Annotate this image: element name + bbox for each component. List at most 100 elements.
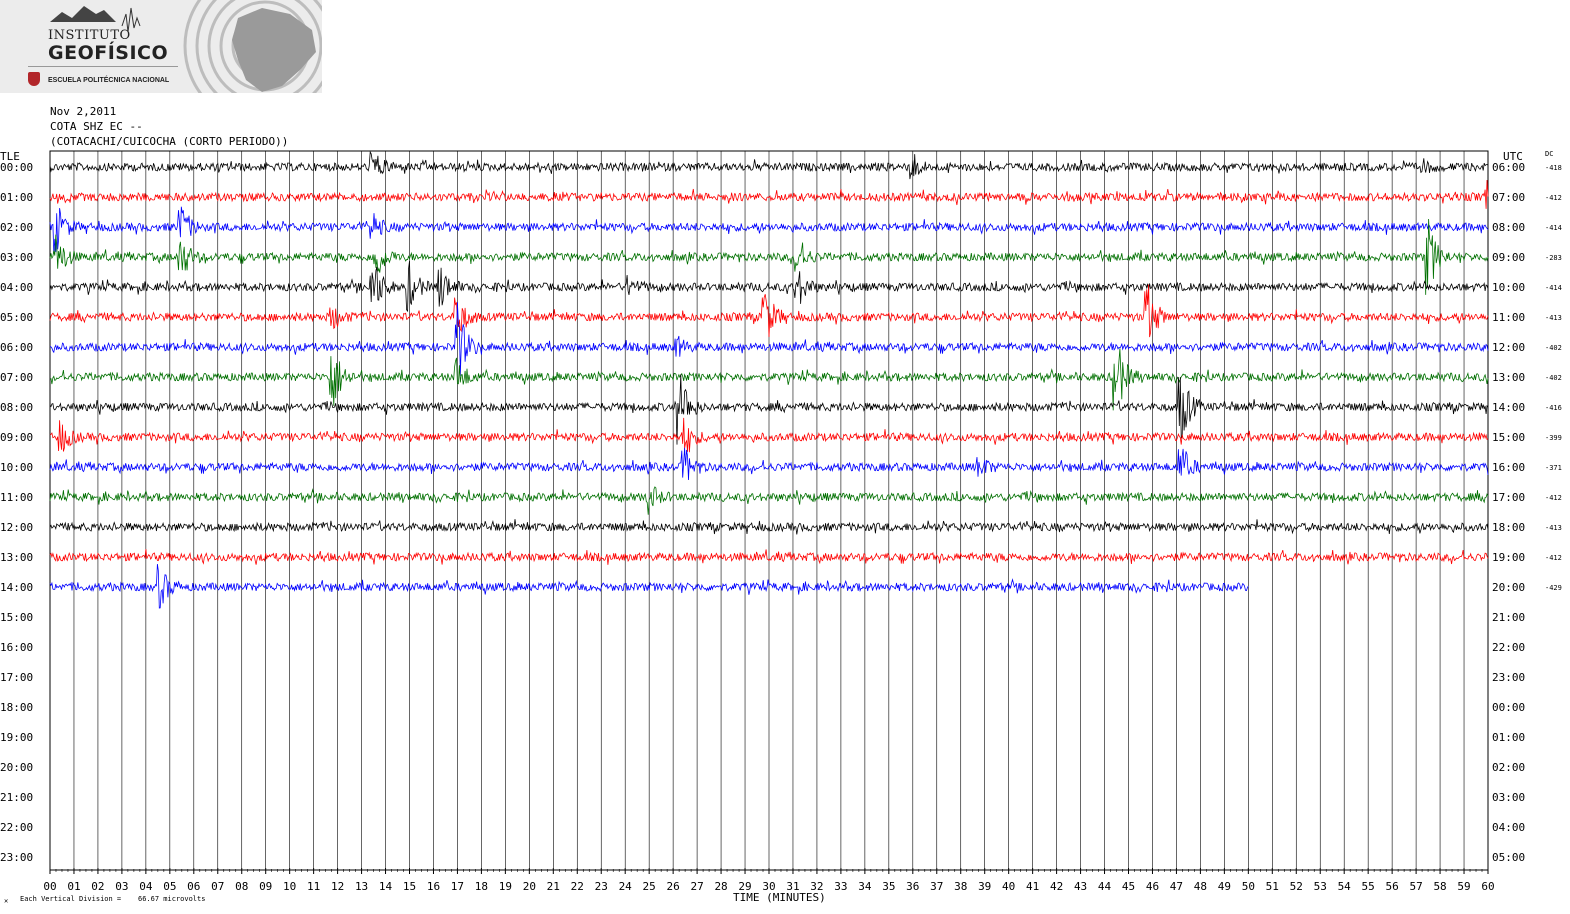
left-hour-label: 17:00 bbox=[0, 671, 33, 684]
x-tick-label: 08 bbox=[235, 880, 248, 893]
x-tick-label: 42 bbox=[1050, 880, 1063, 893]
right-hour-label: 08:00 bbox=[1492, 221, 1525, 234]
x-tick-label: 25 bbox=[643, 880, 656, 893]
left-hour-label: 09:00 bbox=[0, 431, 33, 444]
left-hour-label: 22:00 bbox=[0, 821, 33, 834]
dc-value: -414 bbox=[1545, 284, 1562, 292]
left-hour-label: 14:00 bbox=[0, 581, 33, 594]
left-hour-label: 13:00 bbox=[0, 551, 33, 564]
left-hour-label: 10:00 bbox=[0, 461, 33, 474]
x-tick-label: 19 bbox=[499, 880, 512, 893]
right-hour-label: 18:00 bbox=[1492, 521, 1525, 534]
header-date: Nov 2,2011 bbox=[50, 105, 117, 118]
x-tick-label: 21 bbox=[547, 880, 560, 893]
left-hour-label: 12:00 bbox=[0, 521, 33, 534]
x-axis-label: TIME (MINUTES) bbox=[733, 891, 826, 904]
dc-value: -412 bbox=[1545, 554, 1562, 562]
x-tick-label: 56 bbox=[1386, 880, 1399, 893]
x-tick-label: 13 bbox=[355, 880, 368, 893]
x-tick-label: 45 bbox=[1122, 880, 1135, 893]
left-hour-label: 18:00 bbox=[0, 701, 33, 714]
x-tick-label: 37 bbox=[930, 880, 943, 893]
x-tick-label: 18 bbox=[475, 880, 488, 893]
right-hour-label: 17:00 bbox=[1492, 491, 1525, 504]
x-axis-ticks: 00 01 02 03 04 05 06 07 08 09 10 11 12 13 14 15 16 17 18 19… bbox=[43, 868, 1495, 893]
trace-row bbox=[49, 261, 1489, 313]
x-tick-label: 10 bbox=[283, 880, 296, 893]
dc-value: -399 bbox=[1545, 434, 1562, 442]
scale-note: Each Vertical Division = 66.67 microvolt… bbox=[20, 895, 205, 903]
x-tick-label: 44 bbox=[1098, 880, 1112, 893]
x-tick-label: 29 bbox=[738, 880, 751, 893]
x-tick-label: 28 bbox=[714, 880, 727, 893]
x-tick-label: 16 bbox=[427, 880, 440, 893]
logo-line-instituto: INSTITUTO bbox=[48, 28, 131, 43]
x-tick-label: 46 bbox=[1146, 880, 1159, 893]
right-hour-label: 05:00 bbox=[1492, 851, 1525, 864]
x-tick-label: 47 bbox=[1170, 880, 1183, 893]
right-hour-label: 09:00 bbox=[1492, 251, 1525, 264]
left-hour-label: 19:00 bbox=[0, 731, 33, 744]
corner-mark: ✕ bbox=[4, 897, 8, 905]
trace-row bbox=[49, 447, 1489, 481]
left-hour-label: 07:00 bbox=[0, 371, 33, 384]
x-tick-label: 60 bbox=[1481, 880, 1494, 893]
x-tick-label: 09 bbox=[259, 880, 272, 893]
right-hour-label: 13:00 bbox=[1492, 371, 1525, 384]
trace-row bbox=[49, 519, 1489, 535]
dc-value: -413 bbox=[1545, 314, 1562, 322]
x-tick-label: 30 bbox=[762, 880, 775, 893]
trace-row bbox=[49, 302, 1489, 376]
x-tick-label: 20 bbox=[523, 880, 536, 893]
x-tick-label: 31 bbox=[786, 880, 799, 893]
trace-row bbox=[49, 150, 1489, 180]
right-hour-label: 22:00 bbox=[1492, 641, 1525, 654]
x-tick-label: 36 bbox=[906, 880, 919, 893]
x-tick-label: 11 bbox=[307, 880, 320, 893]
seismic-traces bbox=[49, 150, 1489, 609]
logo-line-escuela: ESCUELA POLITÉCNICA NACIONAL bbox=[48, 77, 170, 84]
right-hour-labels: 06:00 07:00 08:00 09:00 10:00 11:00 12:00 13:00… bbox=[1492, 161, 1525, 864]
x-tick-label: 04 bbox=[139, 880, 153, 893]
logo-artwork bbox=[50, 0, 322, 93]
x-tick-label: 54 bbox=[1338, 880, 1352, 893]
dc-value: -414 bbox=[1545, 224, 1562, 232]
dc-value: -418 bbox=[1545, 164, 1562, 172]
right-hour-label: 03:00 bbox=[1492, 791, 1525, 804]
minute-gridlines bbox=[73, 151, 1465, 870]
dc-header: DC bbox=[1545, 150, 1553, 158]
right-hour-label: 20:00 bbox=[1492, 581, 1525, 594]
x-tick-label: 59 bbox=[1457, 880, 1470, 893]
left-hour-label: 01:00 bbox=[0, 191, 33, 204]
right-hour-label: 19:00 bbox=[1492, 551, 1525, 564]
trace-row bbox=[49, 348, 1489, 411]
left-hour-labels: 00:00 01:00 02:00 03:00 04:00 05:00 06:00 07:00… bbox=[0, 161, 33, 864]
right-hour-label: 06:00 bbox=[1492, 161, 1525, 174]
x-tick-label: 33 bbox=[834, 880, 847, 893]
left-hour-label: 23:00 bbox=[0, 851, 33, 864]
x-tick-label: 35 bbox=[882, 880, 895, 893]
left-hour-label: 02:00 bbox=[0, 221, 33, 234]
dc-value: -412 bbox=[1545, 194, 1562, 202]
right-hour-label: 02:00 bbox=[1492, 761, 1525, 774]
dc-value: -416 bbox=[1545, 404, 1562, 412]
x-tick-label: 15 bbox=[403, 880, 416, 893]
left-hour-label: 00:00 bbox=[0, 161, 33, 174]
right-hour-label: 04:00 bbox=[1492, 821, 1525, 834]
right-hour-label: 15:00 bbox=[1492, 431, 1525, 444]
left-axis-title: TLE bbox=[0, 150, 20, 163]
x-tick-label: 43 bbox=[1074, 880, 1087, 893]
x-tick-label: 48 bbox=[1194, 880, 1207, 893]
left-hour-label: 16:00 bbox=[0, 641, 33, 654]
x-tick-label: 41 bbox=[1026, 880, 1039, 893]
dc-labels: -418 -412 -414 -283 -414 -413 -402 -402 -416 -399… bbox=[1545, 164, 1562, 592]
trace-row bbox=[49, 374, 1489, 445]
x-tick-label: 06 bbox=[187, 880, 200, 893]
x-tick-label: 32 bbox=[810, 880, 823, 893]
x-tick-label: 01 bbox=[67, 880, 80, 893]
trace-row bbox=[49, 206, 1489, 254]
x-tick-label: 58 bbox=[1433, 880, 1446, 893]
dc-value: -371 bbox=[1545, 464, 1562, 472]
x-tick-label: 49 bbox=[1218, 880, 1231, 893]
